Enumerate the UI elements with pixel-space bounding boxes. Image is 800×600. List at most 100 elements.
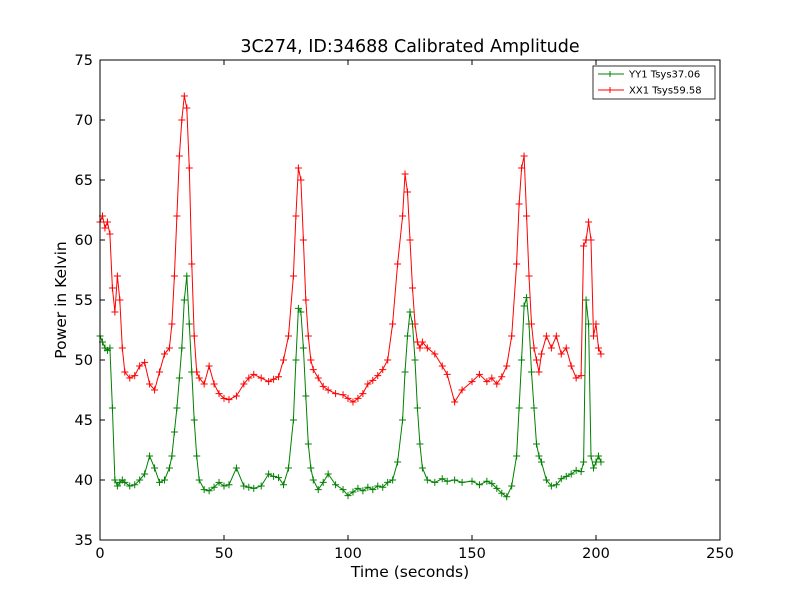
series-1-point xyxy=(240,380,248,388)
y-tick-label-8: 75 xyxy=(75,53,93,69)
series-0-point xyxy=(183,272,191,280)
y-tick-label-0: 35 xyxy=(75,533,93,549)
series-1-point xyxy=(190,332,198,340)
series-0-point xyxy=(349,488,357,496)
series-0-point xyxy=(535,452,543,460)
series-0-point xyxy=(438,475,446,483)
series-0-point xyxy=(297,308,305,316)
series-1-point xyxy=(180,92,188,100)
series-0-point xyxy=(168,452,176,460)
series-1-point xyxy=(126,374,134,382)
series-1-point xyxy=(451,398,459,406)
series-1-point xyxy=(508,332,516,340)
x-tick-label-2: 100 xyxy=(334,546,362,562)
series-1-point xyxy=(597,350,605,358)
series-0-point xyxy=(515,404,523,412)
series-1-point xyxy=(384,356,392,364)
series-0-point xyxy=(141,470,149,478)
series-0-point xyxy=(180,296,188,304)
series-0-point xyxy=(151,464,159,472)
legend: YY1 Tsys37.06 XX1 Tsys59.58 xyxy=(592,65,716,100)
series-1-point xyxy=(547,344,555,352)
series-1-point xyxy=(530,344,538,352)
series-1-point xyxy=(156,368,164,376)
series-0-point xyxy=(401,368,409,376)
legend-label-yy1: YY1 Tsys37.06 xyxy=(628,70,700,81)
series-0-point xyxy=(294,304,302,312)
series-0-point xyxy=(518,356,526,364)
series-1-point xyxy=(443,370,451,378)
series-0-point xyxy=(542,476,550,484)
series-0-point xyxy=(418,464,426,472)
series-0-point xyxy=(173,404,181,412)
legend-entry-xx1: XX1 Tsys59.58 xyxy=(598,86,702,97)
series-0-point xyxy=(302,392,310,400)
series-1-point xyxy=(188,260,196,268)
series-1-point xyxy=(280,356,288,364)
series-1-point xyxy=(292,212,300,220)
series-0-point xyxy=(379,483,387,491)
series-0-point xyxy=(220,482,228,490)
series-1-point xyxy=(438,362,446,370)
series-0-point xyxy=(332,481,340,489)
series-1-point xyxy=(411,320,419,328)
series-0-point xyxy=(270,472,278,480)
series-0-point xyxy=(411,356,419,364)
series-1-point xyxy=(344,394,352,402)
series-1-point xyxy=(175,152,183,160)
series-1-point xyxy=(408,284,416,292)
series-1-point xyxy=(289,272,297,280)
series-0-point xyxy=(483,477,491,485)
series-1-point xyxy=(294,164,302,172)
series-1-point xyxy=(304,332,312,340)
series-0-point xyxy=(309,476,317,484)
series-1-point xyxy=(232,392,240,400)
series-1-point xyxy=(257,374,265,382)
series-0-point xyxy=(399,416,407,424)
series-0-point xyxy=(175,374,183,382)
x-tick-label-1: 50 xyxy=(215,546,233,562)
series-1-point xyxy=(364,380,372,388)
series-0-point xyxy=(552,481,560,489)
series-1-point xyxy=(406,236,414,244)
series-0-point xyxy=(498,489,506,497)
series-1-point xyxy=(577,372,585,380)
legend-marker-yy1 xyxy=(607,71,613,77)
series-0-point xyxy=(458,478,466,486)
series-0-point xyxy=(170,428,178,436)
series-0-point xyxy=(369,486,377,494)
series-0-point xyxy=(528,368,536,376)
series-0-point xyxy=(314,486,322,494)
series-1-point xyxy=(245,374,253,382)
series-0-point xyxy=(250,484,258,492)
series-1-point xyxy=(250,370,258,378)
series-0-point xyxy=(284,464,292,472)
legend-entry-yy1: YY1 Tsys37.06 xyxy=(598,70,700,81)
series-1-point xyxy=(515,200,523,208)
series-1-point xyxy=(585,218,593,226)
series-0-point xyxy=(210,483,218,491)
legend-label-xx1: XX1 Tsys59.58 xyxy=(629,86,702,97)
series-0-point xyxy=(562,472,570,480)
series-1-point xyxy=(210,380,218,388)
series-1-point xyxy=(503,362,511,370)
legend-marker-xx1 xyxy=(607,87,613,93)
y-tick-label-3: 50 xyxy=(75,353,93,369)
series-0-point xyxy=(307,464,315,472)
series-1-point xyxy=(483,378,491,386)
series-0-point xyxy=(108,404,116,412)
series-0-point xyxy=(594,452,602,460)
series-1-point xyxy=(118,344,126,352)
series-1-point xyxy=(103,218,111,226)
series-1-point xyxy=(111,308,119,316)
chart-title: 3C274, ID:34688 Calibrated Amplitude xyxy=(240,37,579,57)
series-0-point xyxy=(572,466,580,474)
series-1-point xyxy=(423,344,431,352)
series-1-point xyxy=(431,350,439,358)
series-1-point xyxy=(580,242,588,250)
series-0-point xyxy=(389,476,397,484)
series-0-point xyxy=(508,482,516,490)
series-0-point xyxy=(265,470,273,478)
series-1-point xyxy=(299,236,307,244)
x-tick-label-3: 150 xyxy=(458,546,486,562)
